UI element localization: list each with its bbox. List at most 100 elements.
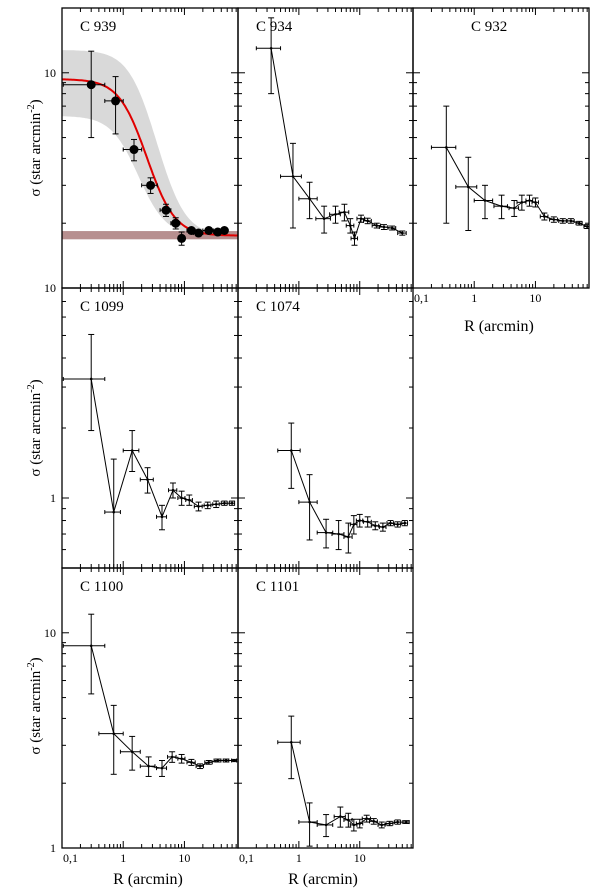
ylabel-text: σ (star arcmin-2)	[26, 657, 44, 754]
data-point	[156, 504, 168, 531]
point-marker	[375, 224, 379, 227]
point-marker	[146, 180, 156, 190]
point-marker	[400, 231, 404, 235]
point-marker	[372, 820, 376, 823]
point-marker	[198, 764, 202, 768]
point-marker	[561, 219, 565, 223]
data-point	[558, 218, 567, 224]
data-point	[195, 763, 205, 770]
point-marker	[349, 224, 352, 227]
data-point	[203, 501, 212, 510]
x-tick-label: 10	[178, 851, 190, 865]
panel-title: C 1074	[256, 299, 300, 315]
point-marker	[112, 510, 116, 514]
data-point	[255, 17, 282, 95]
data-point	[168, 482, 178, 499]
data-point	[430, 105, 457, 224]
point-marker	[534, 201, 537, 204]
data-point	[385, 820, 394, 827]
data-point	[315, 205, 331, 234]
point-marker	[197, 505, 200, 508]
data-point	[159, 203, 172, 217]
point-marker	[308, 820, 311, 824]
tick-marks	[61, 567, 238, 849]
panel-c932: C 932 0,1 1 10	[412, 7, 590, 305]
data-point	[333, 806, 346, 828]
data-point	[193, 501, 203, 512]
panel-c1101: C 1101 0,1 1 10	[237, 567, 414, 865]
data-point	[212, 500, 220, 509]
data-point	[525, 194, 534, 207]
data-point	[316, 814, 334, 838]
point-marker	[396, 523, 399, 526]
point-marker	[324, 823, 328, 827]
x-tick-label: 10	[529, 291, 541, 305]
data-point	[355, 513, 364, 528]
series-line	[290, 742, 407, 826]
panel-title: C 939	[80, 19, 116, 35]
data-point	[231, 758, 238, 763]
point-marker	[373, 524, 377, 528]
data-point	[338, 203, 350, 222]
panel-c939: C 939 10 10	[44, 7, 239, 295]
data-point	[508, 200, 520, 217]
data-point	[369, 818, 378, 825]
point-marker	[585, 225, 589, 228]
data-point	[62, 333, 106, 432]
data-point	[316, 518, 334, 549]
point-marker	[381, 525, 385, 529]
point-marker	[161, 205, 171, 215]
data-point	[104, 458, 121, 568]
point-marker	[216, 759, 220, 762]
point-marker	[171, 488, 175, 492]
panel-c934: C 934	[237, 7, 414, 289]
point-marker	[206, 504, 210, 507]
point-marker	[111, 96, 121, 106]
xlabel-panel-c932: R (arcmin)	[464, 318, 534, 335]
panel-c1074: C 1074	[237, 287, 414, 569]
point-marker	[289, 449, 293, 452]
data-point	[202, 226, 215, 236]
point-marker	[322, 217, 326, 220]
panel-title: C 1101	[256, 579, 299, 595]
point-marker	[366, 520, 369, 524]
point-marker	[204, 226, 214, 236]
point-marker	[180, 496, 183, 500]
data-point	[177, 490, 186, 506]
point-marker	[466, 185, 470, 189]
point-marker	[190, 761, 193, 764]
data-point	[213, 758, 222, 763]
panel-title: C 934	[256, 19, 293, 35]
point-marker	[445, 146, 448, 149]
tick-marks	[237, 287, 413, 569]
point-marker	[146, 478, 149, 481]
data-point	[204, 760, 213, 765]
plot-area	[62, 50, 238, 246]
point-marker	[224, 759, 228, 762]
point-marker	[347, 818, 350, 822]
point-marker	[147, 764, 150, 768]
data-point	[583, 224, 589, 230]
point-marker	[569, 219, 573, 223]
data-point	[473, 184, 494, 220]
point-marker	[160, 766, 164, 770]
data-point	[343, 812, 353, 828]
data-point	[219, 226, 229, 236]
series-line	[90, 378, 233, 519]
data-point	[139, 756, 156, 777]
point-marker	[269, 46, 273, 50]
point-marker	[366, 219, 369, 223]
x-tick-label: 0,1	[239, 851, 254, 865]
point-marker	[403, 521, 407, 525]
fit-uncertainty-band	[62, 50, 238, 236]
data-point	[167, 751, 177, 763]
panel-title: C 1099	[80, 299, 124, 315]
data-point	[387, 225, 397, 231]
point-marker	[130, 449, 134, 452]
x-tick-label: 0,1	[414, 291, 429, 305]
data-point	[186, 758, 196, 766]
ylabel-row1: σ (star arcmin-2)	[26, 99, 44, 196]
point-marker	[543, 215, 546, 218]
data-point	[378, 522, 387, 532]
point-marker	[112, 732, 116, 735]
